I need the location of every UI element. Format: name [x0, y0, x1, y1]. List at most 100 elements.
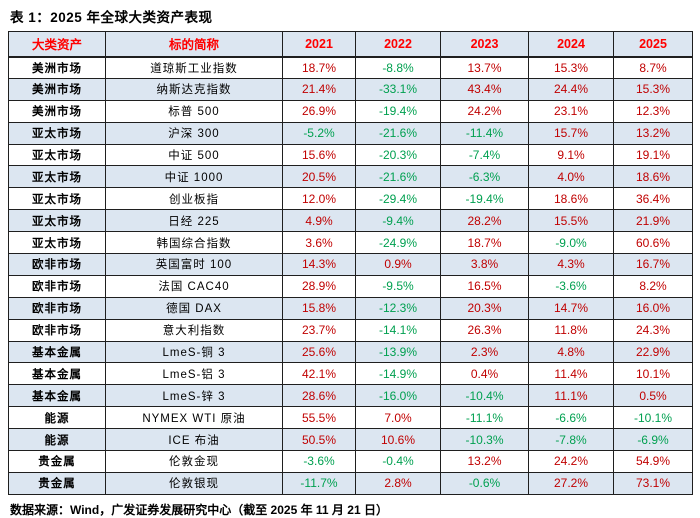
- value-cell-2022: -24.9%: [355, 231, 441, 255]
- instrument-name-cell: 韩国综合指数: [105, 231, 283, 255]
- asset-class-cell: 美洲市场: [8, 77, 106, 101]
- value-cell-2024: -3.6%: [528, 274, 614, 298]
- value-cell-2023: 18.7%: [440, 231, 529, 255]
- value-cell-2022: 0.9%: [355, 253, 441, 276]
- instrument-name-cell: 纳斯达克指数: [105, 77, 283, 101]
- asset-class-cell: 亚太市场: [8, 209, 106, 233]
- value-cell-2024: 4.3%: [528, 253, 614, 276]
- value-cell-2022: -12.3%: [355, 296, 441, 320]
- value-cell-2024: -9.0%: [528, 231, 614, 255]
- value-cell-2025: 13.2%: [613, 121, 693, 145]
- value-cell-2024: 11.1%: [528, 384, 614, 408]
- value-cell-2023: 20.3%: [440, 296, 529, 320]
- table-row: 亚太市场 韩国综合指数 3.6% -24.9% 18.7% -9.0% 60.6%: [8, 231, 693, 255]
- table-row: 美洲市场 道琼斯工业指数 18.7% -8.8% 13.7% 15.3% 8.7%: [8, 56, 693, 79]
- table-row: 欧非市场 德国 DAX 15.8% -12.3% 20.3% 14.7% 16.0%: [8, 296, 693, 320]
- asset-class-cell: 能源: [8, 406, 106, 430]
- value-cell-2021: 20.5%: [282, 165, 356, 189]
- value-cell-2023: 28.2%: [440, 209, 529, 233]
- value-cell-2025: 16.7%: [613, 253, 693, 276]
- value-cell-2024: 27.2%: [528, 471, 614, 495]
- value-cell-2025: 12.3%: [613, 99, 693, 123]
- value-cell-2025: 10.1%: [613, 362, 693, 386]
- instrument-name-cell: 中证 1000: [105, 165, 283, 189]
- value-cell-2021: 42.1%: [282, 362, 356, 386]
- value-cell-2022: -21.6%: [355, 121, 441, 145]
- asset-class-cell: 亚太市场: [8, 231, 106, 255]
- value-cell-2023: 2.3%: [440, 340, 529, 364]
- value-cell-2021: 50.5%: [282, 428, 356, 452]
- asset-class-cell: 贵金属: [8, 450, 106, 473]
- value-cell-2024: 15.3%: [528, 56, 614, 79]
- value-cell-2022: 2.8%: [355, 471, 441, 495]
- asset-class-cell: 基本金属: [8, 340, 106, 364]
- asset-class-cell: 亚太市场: [8, 121, 106, 145]
- instrument-name-cell: 伦敦金现: [105, 450, 283, 473]
- value-cell-2025: 8.7%: [613, 56, 693, 79]
- value-cell-2023: -11.1%: [440, 406, 529, 430]
- column-header-标的简称: 标的简称: [105, 31, 283, 58]
- asset-class-cell: 基本金属: [8, 362, 106, 386]
- table-row: 亚太市场 日经 225 4.9% -9.4% 28.2% 15.5% 21.9%: [8, 209, 693, 233]
- value-cell-2022: -8.8%: [355, 56, 441, 79]
- value-cell-2022: -20.3%: [355, 143, 441, 167]
- table-body: 美洲市场 道琼斯工业指数 18.7% -8.8% 13.7% 15.3% 8.7% 美洲市场纳…: [8, 56, 693, 495]
- value-cell-2023: -7.4%: [440, 143, 529, 167]
- value-cell-2025: 54.9%: [613, 450, 693, 473]
- value-cell-2025: 8.2%: [613, 274, 693, 298]
- value-cell-2025: 16.0%: [613, 296, 693, 320]
- asset-class-cell: 能源: [8, 428, 106, 452]
- instrument-name-cell: 德国 DAX: [105, 296, 283, 320]
- value-cell-2024: 14.7%: [528, 296, 614, 320]
- value-cell-2024: 9.1%: [528, 143, 614, 167]
- instrument-name-cell: LmeS-锌 3: [105, 384, 283, 408]
- value-cell-2022: -16.0%: [355, 384, 441, 408]
- value-cell-2022: -19.4%: [355, 99, 441, 123]
- value-cell-2023: -19.4%: [440, 187, 529, 211]
- value-cell-2025: -6.9%: [613, 428, 693, 452]
- asset-class-cell: 欧非市场: [8, 296, 106, 320]
- value-cell-2023: 3.8%: [440, 253, 529, 276]
- asset-class-cell: 欧非市场: [8, 274, 106, 298]
- value-cell-2025: 24.3%: [613, 318, 693, 342]
- value-cell-2024: 11.8%: [528, 318, 614, 342]
- value-cell-2025: 21.9%: [613, 209, 693, 233]
- value-cell-2025: 73.1%: [613, 471, 693, 495]
- value-cell-2024: 24.4%: [528, 77, 614, 101]
- column-header-2023: 2023: [440, 31, 529, 58]
- value-cell-2022: -29.4%: [355, 187, 441, 211]
- asset-class-cell: 贵金属: [8, 471, 106, 495]
- value-cell-2024: 15.5%: [528, 209, 614, 233]
- value-cell-2025: 18.6%: [613, 165, 693, 189]
- instrument-name-cell: 意大利指数: [105, 318, 283, 342]
- instrument-name-cell: 日经 225: [105, 209, 283, 233]
- value-cell-2022: -14.9%: [355, 362, 441, 386]
- instrument-name-cell: 创业板指: [105, 187, 283, 211]
- instrument-name-cell: NYMEX WTI 原油: [105, 406, 283, 430]
- value-cell-2021: -3.6%: [282, 450, 356, 473]
- instrument-name-cell: 英国富时 100: [105, 253, 283, 276]
- table-row: 基本金属 LmeS-铝 3 42.1% -14.9% 0.4% 11.4% 10.1%: [8, 362, 693, 386]
- instrument-name-cell: 中证 500: [105, 143, 283, 167]
- asset-class-cell: 欧非市场: [8, 253, 106, 276]
- value-cell-2025: -10.1%: [613, 406, 693, 430]
- value-cell-2022: -9.5%: [355, 274, 441, 298]
- table-row: 能源 ICE 布油 50.5% 10.6% -10.3% -7.8% -6.9%: [8, 428, 693, 452]
- value-cell-2024: 11.4%: [528, 362, 614, 386]
- value-cell-2021: 4.9%: [282, 209, 356, 233]
- value-cell-2021: 12.0%: [282, 187, 356, 211]
- table-row: 亚太市场 创业板指 12.0% -29.4% -19.4% 18.6% 36.4%: [8, 187, 693, 211]
- value-cell-2021: 25.6%: [282, 340, 356, 364]
- table-row: 亚太市场 沪深 300 -5.2% -21.6% -11.4% 15.7% 13.2%: [8, 121, 693, 145]
- value-cell-2024: -6.6%: [528, 406, 614, 430]
- table-row: 基本金属 LmeS-铜 3 25.6% -13.9% 2.3% 4.8% 22.9%: [8, 340, 693, 364]
- table-row: 贵金属 伦敦银现 -11.7% 2.8% -0.6% 27.2% 73.1%: [8, 471, 693, 495]
- table-row: 贵金属 伦敦金现 -3.6% -0.4% 13.2% 24.2% 54.9%: [8, 450, 693, 473]
- value-cell-2025: 36.4%: [613, 187, 693, 211]
- value-cell-2022: -21.6%: [355, 165, 441, 189]
- asset-class-cell: 美洲市场: [8, 56, 106, 79]
- value-cell-2021: 55.5%: [282, 406, 356, 430]
- value-cell-2021: 28.6%: [282, 384, 356, 408]
- instrument-name-cell: 沪深 300: [105, 121, 283, 145]
- value-cell-2023: 13.7%: [440, 56, 529, 79]
